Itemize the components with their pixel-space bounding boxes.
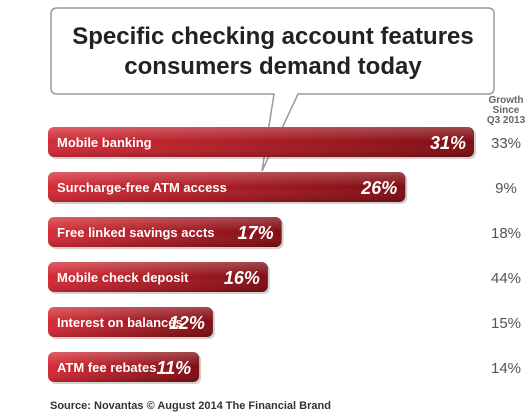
bar-highlight (48, 217, 282, 247)
bar-value-label: 12% (169, 313, 205, 333)
growth-header-line-3: Q3 2013 (487, 115, 526, 126)
bar-category-label: Interest on balances (57, 315, 183, 330)
bar-value-label: 11% (156, 358, 191, 378)
growth-value-label: 9% (495, 180, 517, 197)
bar-category-label: Surcharge-free ATM access (57, 180, 227, 195)
growth-header-line-2: Since (493, 105, 520, 116)
bar-value-label: 31% (430, 133, 466, 153)
chart-title-line-1: Specific checking account features (72, 23, 473, 50)
growth-value-label: 33% (491, 135, 521, 152)
bar-highlight (48, 172, 406, 202)
bar-category-label: Mobile banking (57, 135, 152, 150)
bar-highlight (48, 262, 268, 292)
bars-group: Mobile banking 31% 33% Surcharge-free ATM a… (48, 127, 521, 384)
growth-value-label: 15% (491, 315, 521, 332)
growth-value-label: 44% (491, 270, 521, 287)
bar-value-label: 26% (360, 178, 397, 198)
bar-category-label: ATM fee rebates (57, 360, 156, 375)
bar-category-label: Mobile check deposit (57, 270, 189, 285)
chart-title-line-2: consumers demand today (124, 53, 422, 80)
bar-value-label: 16% (224, 268, 260, 288)
bar-category-label: Free linked savings accts (57, 225, 215, 240)
bar-highlight (48, 352, 200, 382)
growth-value-label: 14% (491, 360, 521, 377)
growth-value-label: 18% (491, 225, 521, 242)
bar-highlight (48, 127, 474, 157)
growth-header-line-1: Growth (489, 95, 524, 106)
bar-value-label: 17% (238, 223, 274, 243)
source-note: Source: Novantas © August 2014 The Finan… (50, 400, 331, 412)
bar-highlight (48, 307, 213, 337)
